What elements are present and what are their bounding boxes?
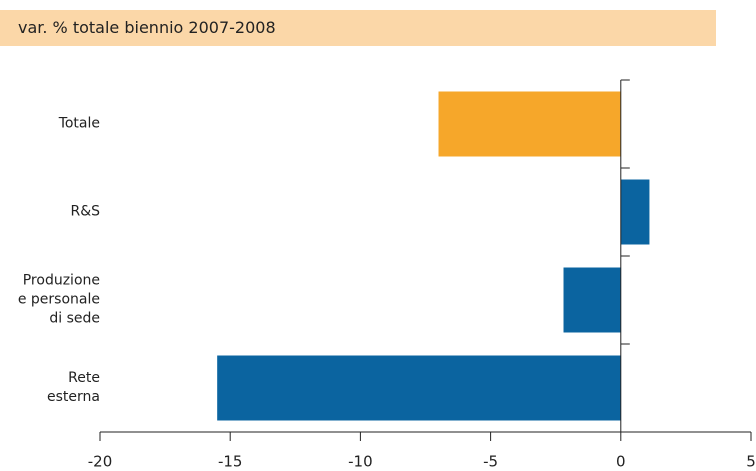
y-tick-label: Rete esterna xyxy=(47,370,100,405)
y-tick-label: Produzione e personale di sede xyxy=(17,272,100,327)
bar xyxy=(620,179,650,245)
y-tick-label: R&S xyxy=(70,203,100,220)
bar xyxy=(563,267,621,333)
x-tick-label: -15 xyxy=(218,453,243,471)
y-tick-label: Totale xyxy=(58,115,100,132)
x-tick-label: -5 xyxy=(483,453,498,471)
bar xyxy=(438,91,621,157)
x-tick-label: 0 xyxy=(616,453,626,471)
title-band xyxy=(0,10,716,46)
x-tick-label: -20 xyxy=(88,453,113,471)
chart-title: var. % totale biennio 2007-2008 xyxy=(18,18,276,37)
bar xyxy=(217,355,621,421)
x-tick-label: -10 xyxy=(348,453,373,471)
x-tick-label: 5 xyxy=(746,453,756,471)
